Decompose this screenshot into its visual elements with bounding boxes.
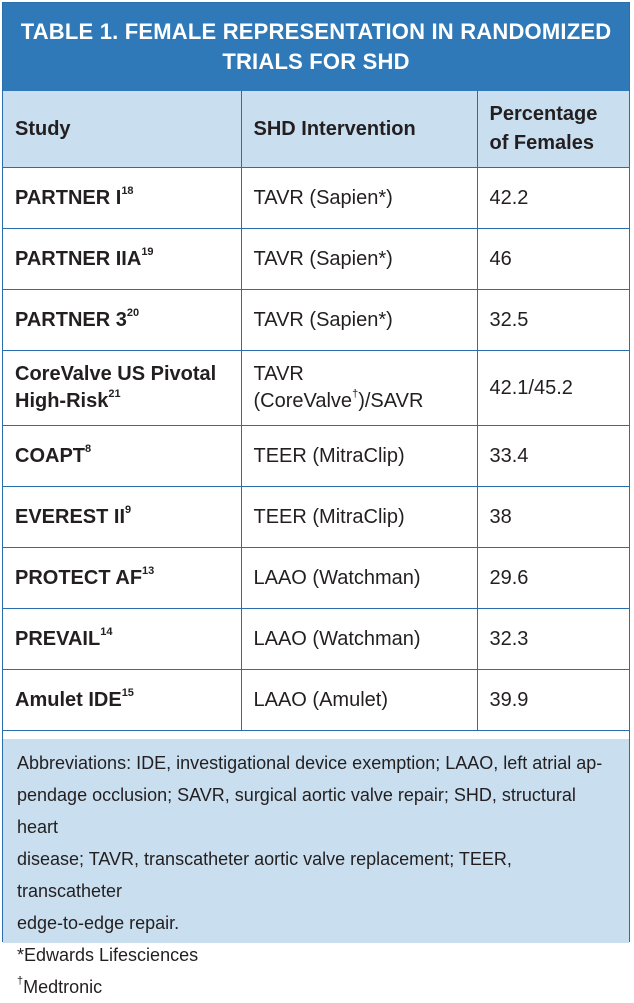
table-row: PROTECT AF13 LAAO (Watchman) 29.6 [3, 547, 629, 609]
intervention-text: TAVR (CoreValve [253, 363, 353, 412]
study-name: PREVAIL [15, 627, 101, 650]
reference-number: 9 [125, 503, 132, 516]
table-row: EVEREST II9 TEER (MitraClip) 38 [3, 486, 629, 548]
study-name-line1: CoreValve US Pivotal [15, 363, 217, 385]
study-name: PARTNER IIA [15, 247, 142, 270]
dagger-mark: † [17, 975, 24, 987]
table-row: PARTNER IIA19 TAVR (Sapien*) 46 [3, 228, 629, 290]
study-cell: EVEREST II9 [3, 486, 242, 548]
footnote-medtronic-text: Medtronic [23, 977, 103, 997]
percentage-cell: 32.5 [477, 289, 629, 351]
intervention-cell: TEER (MitraClip) [241, 486, 478, 548]
table-title-line1: TABLE 1. FEMALE REPRESENTATION IN RANDOM… [20, 19, 612, 44]
reference-number: 15 [121, 686, 134, 699]
table-row: Amulet IDE15 LAAO (Amulet) 39.9 [3, 669, 629, 731]
intervention-cell: LAAO (Watchman) [241, 608, 478, 670]
study-name-line2: High-Risk [15, 390, 109, 412]
study-cell: PROTECT AF13 [3, 547, 242, 609]
intervention-cell: LAAO (Amulet) [241, 669, 478, 731]
study-name: COAPT [15, 444, 85, 467]
intervention-cell: TAVR (CoreValve†)/SAVR [241, 350, 478, 426]
percentage-cell: 42.2 [477, 167, 629, 229]
percentage-cell: 29.6 [477, 547, 629, 609]
percentage-cell: 46 [477, 228, 629, 290]
table-row: PARTNER 320 TAVR (Sapien*) 32.5 [3, 289, 629, 351]
intervention-text-end: )/SAVR [358, 390, 424, 412]
percentage-cell: 32.3 [477, 608, 629, 670]
footnote-edwards: *Edwards Lifesciences [17, 945, 199, 965]
reference-number: 20 [126, 306, 140, 319]
reference-number: 14 [100, 625, 113, 638]
abbreviations-line: disease; TAVR, transcatheter aortic valv… [17, 849, 512, 901]
data-table: Study SHD Intervention Percentage of Fem… [3, 91, 629, 731]
study-cell: Amulet IDE15 [3, 669, 242, 731]
table-footnotes: Abbreviations: IDE, investigational devi… [3, 739, 629, 997]
table-row: PREVAIL14 LAAO (Watchman) 32.3 [3, 608, 629, 670]
table-row: PARTNER I18 TAVR (Sapien*) 42.2 [3, 167, 629, 229]
abbreviations-line: pendage occlusion; SAVR, surgical aortic… [17, 785, 576, 837]
percentage-cell: 38 [477, 486, 629, 548]
column-header-study: Study [3, 91, 242, 168]
study-cell: PREVAIL14 [3, 608, 242, 670]
column-header-intervention: SHD Intervention [241, 91, 478, 168]
study-cell: PARTNER IIA19 [3, 228, 242, 290]
study-name: PARTNER 3 [15, 308, 127, 331]
study-name: PROTECT AF [15, 566, 143, 589]
table-row: CoreValve US Pivotal High-Risk21 TAVR (Co… [3, 350, 629, 426]
intervention-cell: TEER (MitraClip) [241, 425, 478, 487]
intervention-cell: TAVR (Sapien*) [241, 228, 478, 290]
column-header-percentage: Percentage of Females [477, 91, 629, 168]
study-cell: PARTNER 320 [3, 289, 242, 351]
percentage-cell: 42.1/45.2 [477, 350, 629, 426]
study-name: Amulet IDE [15, 688, 122, 711]
footnote-medtronic: †Medtronic [17, 971, 617, 1003]
table-title: TABLE 1. FEMALE REPRESENTATION IN RANDOM… [3, 3, 629, 92]
table-title-line2: TRIALS FOR SHD [222, 49, 410, 74]
study-cell: PARTNER I18 [3, 167, 242, 229]
reference-number: 8 [85, 442, 92, 455]
reference-number: 21 [108, 388, 121, 401]
reference-number: 18 [121, 184, 134, 197]
percentage-cell: 33.4 [477, 425, 629, 487]
intervention-cell: TAVR (Sapien*) [241, 167, 478, 229]
dagger-mark: † [352, 388, 359, 401]
study-name: EVEREST II [15, 505, 126, 528]
table-row: COAPT8 TEER (MitraClip) 33.4 [3, 425, 629, 487]
reference-number: 13 [142, 564, 155, 577]
study-name: PARTNER I [15, 186, 122, 209]
study-cell: CoreValve US Pivotal High-Risk21 [3, 350, 242, 426]
abbreviations-line: edge-to-edge repair. [17, 913, 180, 933]
study-cell: COAPT8 [3, 425, 242, 487]
percentage-cell: 39.9 [477, 669, 629, 731]
reference-number: 19 [141, 245, 154, 258]
header-row: Study SHD Intervention Percentage of Fem… [3, 91, 629, 168]
abbreviations-line: Abbreviations: IDE, investigational devi… [17, 753, 603, 773]
intervention-cell: LAAO (Watchman) [241, 547, 478, 609]
intervention-cell: TAVR (Sapien*) [241, 289, 478, 351]
